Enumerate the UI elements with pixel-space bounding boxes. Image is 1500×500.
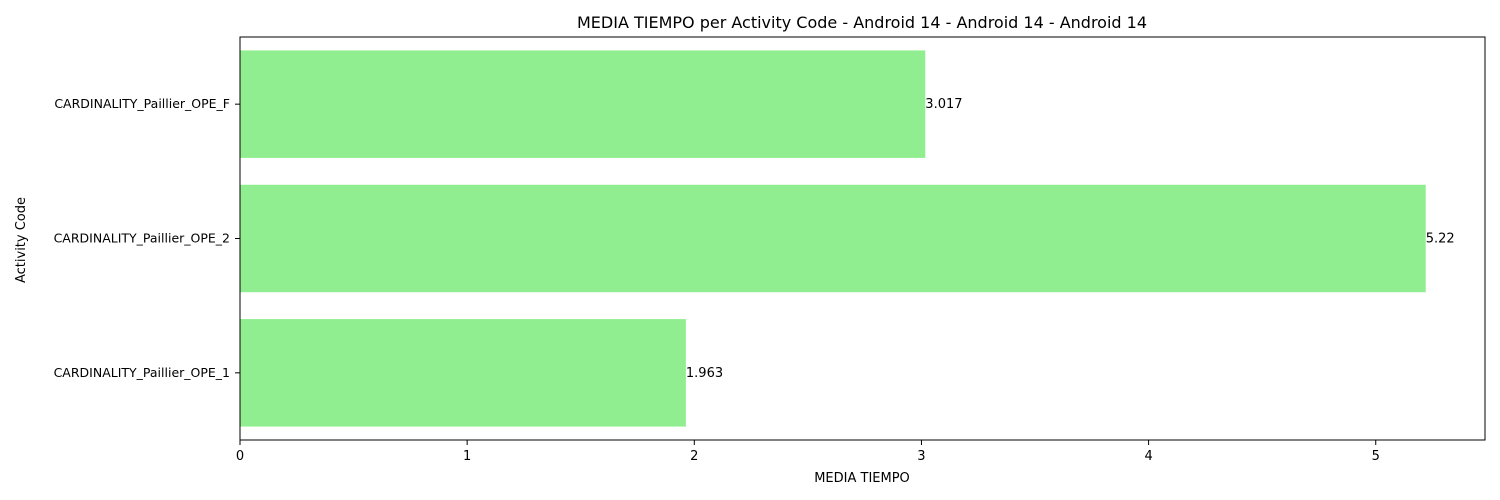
bar-CARDINALITY_Paillier_OPE_1 [240,319,686,427]
x-tick-label: 2 [690,449,698,464]
value-label: 5.22 [1426,232,1455,247]
chart-title: MEDIA TIEMPO per Activity Code - Android… [577,13,1147,32]
bars-group [240,50,1426,427]
bar-CARDINALITY_Paillier_OPE_F [240,50,926,158]
y-axis-ticks: CARDINALITY_Paillier_OPE_1 CARDINALITY_Pa… [54,96,240,380]
y-tick-label: CARDINALITY_Paillier_OPE_2 [54,231,230,246]
value-labels-group: 1.963 5.22 3.017 [686,97,1455,381]
value-label: 3.017 [925,97,962,112]
x-axis-label: MEDIA TIEMPO [814,471,910,486]
y-tick-label: CARDINALITY_Paillier_OPE_F [54,96,230,111]
y-tick-label: CARDINALITY_Paillier_OPE_1 [54,365,230,380]
x-tick-label: 1 [463,449,471,464]
value-label: 1.963 [686,366,723,381]
x-tick-label: 5 [1372,449,1380,464]
y-axis-label: Activity Code [14,197,29,283]
bar-CARDINALITY_Paillier_OPE_2 [240,184,1426,293]
x-tick-label: 0 [236,449,244,464]
x-tick-label: 4 [1144,449,1152,464]
x-tick-label: 3 [917,449,925,464]
x-axis-ticks: 0 1 2 3 4 5 [236,440,1380,464]
